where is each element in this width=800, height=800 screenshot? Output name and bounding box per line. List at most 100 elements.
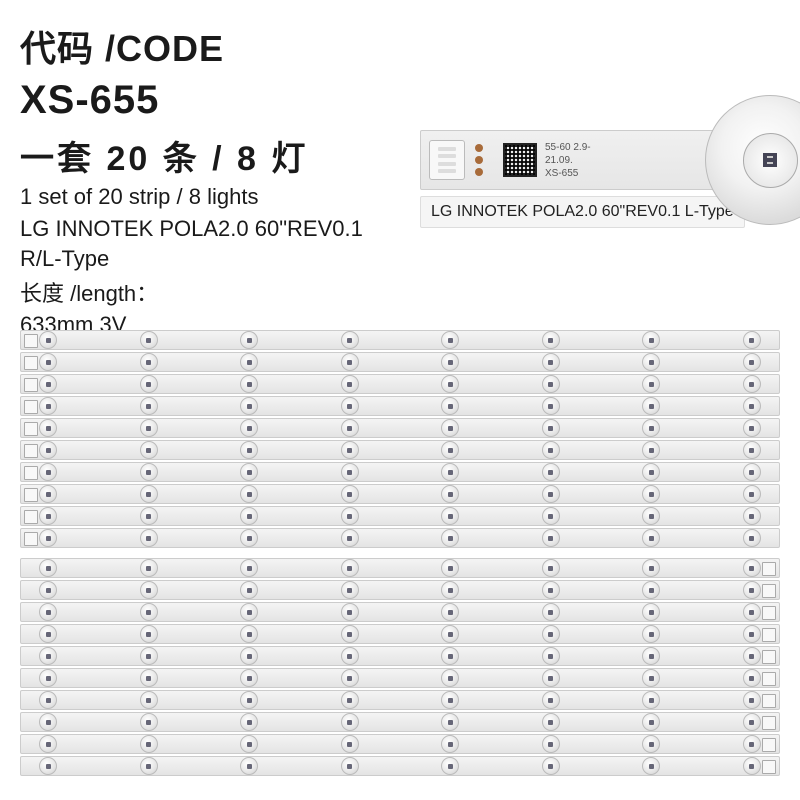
led-strip — [20, 396, 780, 416]
led-lens-small-icon — [642, 353, 660, 371]
led-strip — [20, 646, 780, 666]
strip-group — [20, 330, 780, 548]
led-lens-small-icon — [140, 463, 158, 481]
led-lens-small-icon — [341, 603, 359, 621]
led-lens-small-icon — [542, 331, 560, 349]
led-lens-small-icon — [39, 397, 57, 415]
led-strip — [20, 418, 780, 438]
led-lens-small-icon — [240, 691, 258, 709]
led-lens-small-icon — [743, 669, 761, 687]
led-strip — [20, 352, 780, 372]
led-lens-small-icon — [140, 331, 158, 349]
pcb-line1: 55-60 2.9- — [545, 141, 591, 154]
led-lens-small-icon — [743, 691, 761, 709]
part-number: LG INNOTEK POLA2.0 60"REV0.1 — [20, 216, 363, 242]
led-lens-small-icon — [240, 625, 258, 643]
connector-pin-icon — [438, 147, 456, 151]
led-strip — [20, 462, 780, 482]
led-lens-small-icon — [542, 441, 560, 459]
type-label: R/L-Type — [20, 246, 363, 272]
led-lens-small-icon — [441, 603, 459, 621]
led-lens-small-icon — [240, 507, 258, 525]
led-lens-small-icon — [743, 375, 761, 393]
led-lens-small-icon — [542, 463, 560, 481]
led-lens-small-icon — [642, 559, 660, 577]
led-lens-small-icon — [542, 625, 560, 643]
led-lens-small-icon — [140, 691, 158, 709]
connector-pin-icon — [438, 169, 456, 173]
led-lens-small-icon — [542, 529, 560, 547]
led-strip — [20, 602, 780, 622]
led-lens-small-icon — [743, 581, 761, 599]
led-lens-small-icon — [240, 375, 258, 393]
led-lens-small-icon — [441, 559, 459, 577]
led-lens-small-icon — [39, 375, 57, 393]
led-lens-small-icon — [39, 331, 57, 349]
led-lens-small-icon — [743, 625, 761, 643]
led-lens-small-icon — [240, 419, 258, 437]
led-lens-small-icon — [642, 529, 660, 547]
led-strip — [20, 624, 780, 644]
led-lens-small-icon — [39, 441, 57, 459]
led-lens-small-icon — [441, 757, 459, 775]
product-code: XS-655 — [20, 78, 363, 123]
connector-pin-icon — [438, 154, 456, 158]
led-lens-small-icon — [341, 691, 359, 709]
led-lens-small-icon — [642, 397, 660, 415]
led-strip — [20, 374, 780, 394]
connector-icon — [429, 140, 465, 180]
led-lens-small-icon — [743, 529, 761, 547]
led-lens-small-icon — [542, 507, 560, 525]
led-lens-small-icon — [341, 669, 359, 687]
led-lens-small-icon — [39, 419, 57, 437]
led-lens-small-icon — [441, 735, 459, 753]
led-lens-small-icon — [642, 691, 660, 709]
led-lens-small-icon — [743, 331, 761, 349]
closeup-part-label: LG INNOTEK POLA2.0 60"REV0.1 L-Type — [420, 196, 745, 228]
led-lens-small-icon — [441, 581, 459, 599]
led-lens-small-icon — [441, 419, 459, 437]
led-lens-small-icon — [743, 757, 761, 775]
led-lens-small-icon — [240, 397, 258, 415]
led-lens-small-icon — [743, 713, 761, 731]
led-lens-small-icon — [39, 625, 57, 643]
led-lens-small-icon — [441, 463, 459, 481]
led-lens-small-icon — [542, 485, 560, 503]
led-lens-small-icon — [743, 507, 761, 525]
led-lens-small-icon — [341, 375, 359, 393]
led-lens-small-icon — [140, 647, 158, 665]
led-lens-small-icon — [341, 485, 359, 503]
led-lens-small-icon — [240, 735, 258, 753]
led-lens-small-icon — [140, 353, 158, 371]
pcb-line2: 21.09. — [545, 154, 591, 167]
led-lens-small-icon — [140, 603, 158, 621]
led-lens-small-icon — [341, 397, 359, 415]
led-lens-small-icon — [743, 353, 761, 371]
led-lens-small-icon — [140, 713, 158, 731]
led-lens-small-icon — [341, 507, 359, 525]
led-lens-small-icon — [642, 713, 660, 731]
led-lens-small-icon — [240, 331, 258, 349]
led-lens-small-icon — [140, 581, 158, 599]
led-lens-small-icon — [441, 691, 459, 709]
pcb-code: XS-655 — [545, 167, 591, 180]
led-strip — [20, 330, 780, 350]
led-lens-small-icon — [240, 441, 258, 459]
led-lens-small-icon — [542, 581, 560, 599]
led-lens-small-icon — [240, 647, 258, 665]
solder-dot-icon — [475, 168, 483, 176]
led-lens-small-icon — [140, 529, 158, 547]
led-lens-small-icon — [743, 419, 761, 437]
led-lens-small-icon — [542, 647, 560, 665]
led-lens-small-icon — [542, 713, 560, 731]
led-lens-small-icon — [542, 691, 560, 709]
led-strip — [20, 712, 780, 732]
led-lens-small-icon — [642, 735, 660, 753]
led-lens-small-icon — [441, 713, 459, 731]
led-lens-small-icon — [341, 463, 359, 481]
led-lens-small-icon — [542, 669, 560, 687]
led-strip — [20, 484, 780, 504]
led-lens-small-icon — [341, 713, 359, 731]
closeup-strip-body: 55-60 2.9- 21.09. XS-655 — [420, 130, 790, 190]
led-lens-small-icon — [542, 757, 560, 775]
